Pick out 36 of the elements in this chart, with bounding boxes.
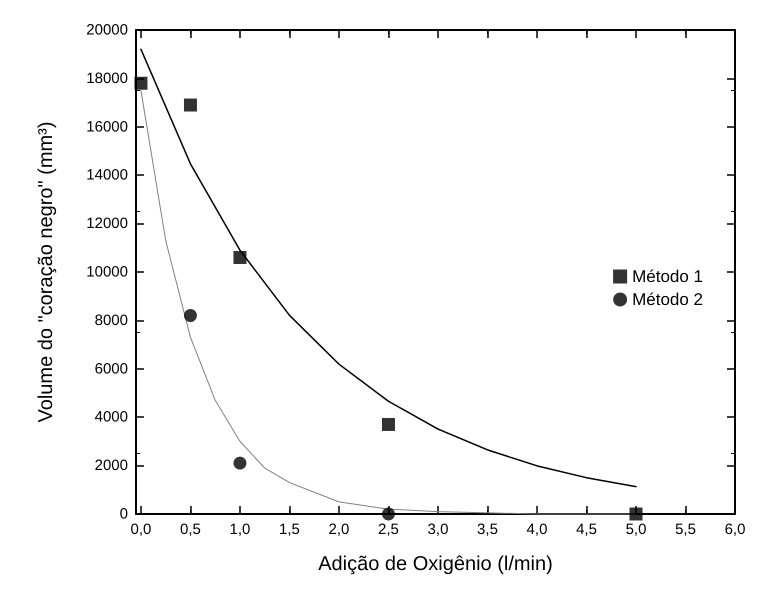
y-tick-label: 14000 (86, 166, 128, 184)
x-tick-label: 6,0 (724, 521, 746, 538)
x-axis-title: Adição de Oxigênio (l/min) (318, 553, 553, 575)
point (184, 309, 197, 322)
x-tick-label: 0,5 (180, 521, 201, 538)
point (629, 508, 642, 520)
y-tick-label: 4000 (94, 408, 128, 426)
x-tick-label: 2,5 (378, 521, 399, 538)
y-tick-label: 6000 (94, 360, 128, 378)
y-tick-label: 12000 (86, 215, 128, 232)
x-tick-label: 1,0 (230, 521, 250, 538)
y-tick-label: 18000 (86, 70, 128, 87)
legend-label: Método 1 (632, 267, 704, 286)
y-tick-label: 0 (120, 506, 128, 522)
x-tick-label: 1,5 (279, 521, 300, 538)
y-tick-label: 20000 (86, 22, 128, 38)
y-axis-title: Volume do "coração negro" (mm³) (35, 122, 57, 422)
x-tick-label: 3,0 (428, 521, 448, 538)
x-tick-label: 4,0 (526, 521, 548, 538)
point (233, 250, 246, 264)
point (233, 456, 246, 470)
x-tick-label: 4,5 (576, 521, 597, 538)
y-tick-label: 10000 (86, 264, 128, 280)
y-tick-label: 2000 (94, 457, 128, 474)
point (184, 98, 197, 112)
x-tick-label: 3,5 (477, 521, 498, 538)
x-tick-label: 5,5 (675, 521, 696, 538)
y-tick-label: 16000 (86, 118, 128, 136)
x-tick-label: 0,0 (130, 521, 152, 538)
point (382, 508, 395, 520)
point (134, 76, 148, 90)
legend-label: Método 2 (632, 290, 704, 309)
point (382, 418, 395, 431)
y-tick-label: 8000 (94, 312, 128, 329)
x-tick-label: 2,0 (328, 521, 350, 538)
x-tick-label: 5,0 (626, 521, 646, 538)
